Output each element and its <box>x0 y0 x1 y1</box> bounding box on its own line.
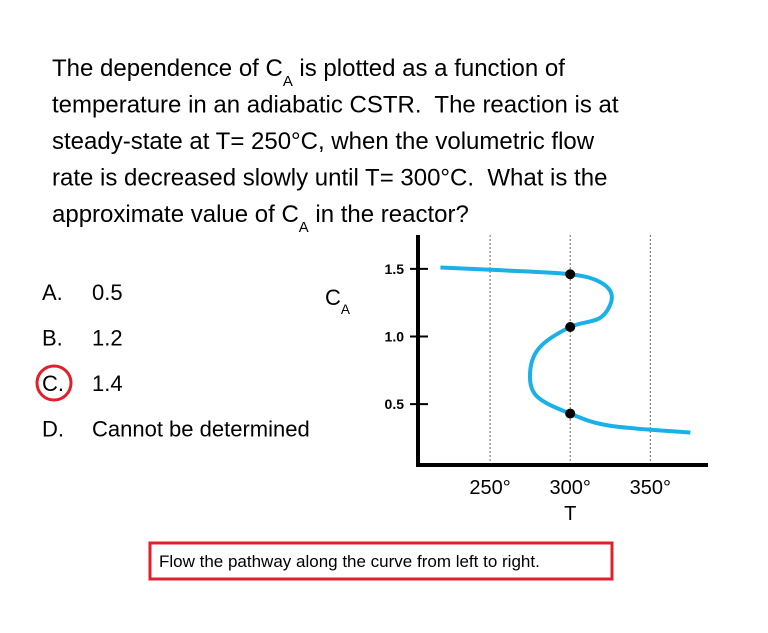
point <box>565 408 576 419</box>
note-box <box>148 541 614 581</box>
text-run: temperature in an adiabatic CSTR. The re… <box>52 92 619 119</box>
note: Flow the pathway along the curve from le… <box>159 552 540 571</box>
question-line: steady-state at T= 250°C, when the volum… <box>52 128 595 155</box>
x-tick-label: 250° <box>469 477 510 499</box>
y-tick-label: 0.5 <box>385 396 405 412</box>
subscript: A <box>341 302 351 317</box>
text-run: approximate value of C <box>52 201 299 228</box>
subscript: A <box>299 220 309 236</box>
selected-mark <box>35 364 73 402</box>
curve <box>440 265 691 435</box>
option-letter: A. <box>42 280 63 305</box>
option-text: 0.5 <box>92 280 123 305</box>
text-run: is plotted as a function of <box>293 55 566 82</box>
point <box>565 322 576 332</box>
question-line: rate is decreased slowly until T= 300°C.… <box>52 165 607 192</box>
question-line: temperature in an adiabatic CSTR. The re… <box>52 92 619 119</box>
option-letter: D. <box>42 417 64 442</box>
text-run: The dependence of C <box>52 55 283 82</box>
text-run: in the reactor? <box>309 201 469 228</box>
option-text: Cannot be determined <box>92 417 310 442</box>
y-tick-label: 1.0 <box>385 328 405 344</box>
point <box>565 269 576 280</box>
text-run: steady-state at T= 250°C, when the volum… <box>52 128 595 155</box>
option-text: 1.4 <box>92 371 123 396</box>
y-tick-label: 1.5 <box>385 261 405 277</box>
option-letter: B. <box>42 326 63 351</box>
option-letter: C. <box>42 371 64 396</box>
x-tick-label: 350° <box>630 477 671 499</box>
question-line: The dependence of CA is plotted as a fun… <box>52 55 565 90</box>
option-text: 1.2 <box>92 326 123 351</box>
y-axis-label: CA <box>325 285 351 317</box>
x-tick-label: 300° <box>550 477 591 499</box>
question-line: approximate value of CA in the reactor? <box>52 201 469 236</box>
text-run: rate is decreased slowly until T= 300°C.… <box>52 165 607 192</box>
text-run: C <box>325 285 341 310</box>
x-axis-label: T <box>564 503 576 525</box>
subscript: A <box>283 74 293 90</box>
